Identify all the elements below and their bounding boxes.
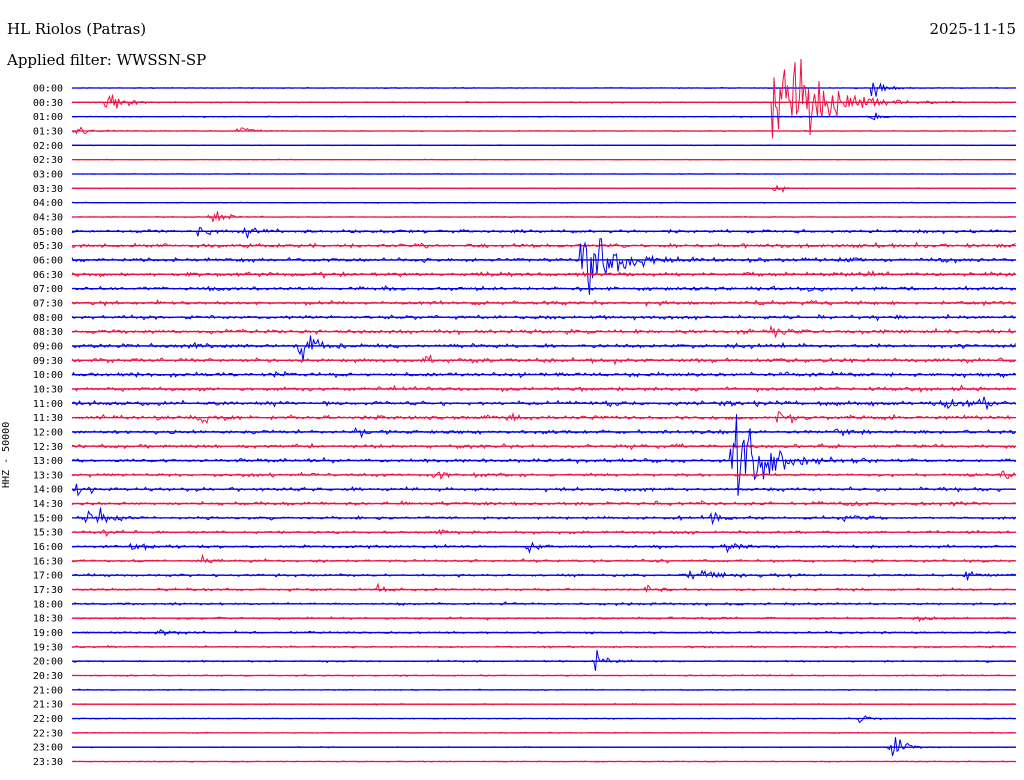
time-tick-label: 22:30 [33, 728, 63, 739]
time-tick-label: 15:30 [33, 528, 63, 539]
trace-line [71, 529, 1016, 537]
time-tick-label: 12:30 [33, 442, 63, 453]
trace-line [71, 414, 1016, 496]
time-tick-label: 00:00 [33, 84, 63, 95]
time-tick-label: 08:00 [33, 313, 63, 324]
time-tick-label: 17:30 [33, 585, 63, 596]
station-title: HL Riolos (Patras) [7, 20, 147, 38]
time-tick-label: 10:30 [33, 384, 63, 395]
time-tick-label: 11:30 [33, 413, 63, 424]
time-tick-label: 05:00 [33, 227, 63, 238]
time-tick-label: 17:00 [33, 571, 63, 582]
time-tick-label: 21:00 [33, 685, 63, 696]
time-tick-label: 15:00 [33, 513, 63, 524]
time-tick-label: 16:00 [33, 542, 63, 553]
trace-line [71, 715, 1016, 724]
trace-line [71, 507, 1016, 526]
time-tick-label: 00:30 [33, 98, 63, 109]
time-tick-label: 06:30 [33, 270, 63, 281]
time-tick-label: 08:30 [33, 327, 63, 338]
time-tick-label: 06:00 [33, 255, 63, 266]
time-tick-label: 11:00 [33, 399, 63, 410]
time-tick-label: 07:30 [33, 298, 63, 309]
time-tick-label: 02:00 [33, 141, 63, 152]
time-tick-label: 18:00 [33, 599, 63, 610]
trace-layer [71, 58, 1016, 763]
trace-line [71, 354, 1016, 366]
trace-line [71, 82, 1016, 97]
time-tick-label: 01:00 [33, 112, 63, 123]
time-tick-label: 12:00 [33, 427, 63, 438]
time-tick-label: 02:30 [33, 155, 63, 166]
time-tick-label: 14:30 [33, 499, 63, 510]
time-tick-label: 09:00 [33, 341, 63, 352]
filter-label: Applied filter: WWSSN-SP [7, 51, 207, 69]
time-tick-label: 10:00 [33, 370, 63, 381]
time-tick-label: 05:30 [33, 241, 63, 252]
trace-line [71, 226, 1016, 239]
time-tick-label: 20:00 [33, 657, 63, 668]
date-label: 2025-11-15 [929, 20, 1016, 38]
time-tick-label: 07:00 [33, 284, 63, 295]
time-tick-label: 04:00 [33, 198, 63, 209]
time-label-layer: 00:00 00:30 01:00 01:30 02:00 02:30 03:00 03:30… [33, 84, 63, 769]
time-tick-label: 03:30 [33, 184, 63, 195]
time-tick-label: 04:30 [33, 212, 63, 223]
time-tick-label: 16:30 [33, 556, 63, 567]
time-tick-label: 18:30 [33, 614, 63, 625]
time-tick-label: 23:30 [33, 757, 63, 768]
time-tick-label: 03:00 [33, 169, 63, 180]
time-tick-label: 19:30 [33, 642, 63, 653]
time-tick-label: 22:00 [33, 714, 63, 725]
trace-line [71, 541, 1016, 554]
trace-line [71, 335, 1016, 362]
time-tick-label: 19:00 [33, 628, 63, 639]
trace-line [71, 237, 1016, 295]
time-tick-label: 09:30 [33, 356, 63, 367]
time-tick-label: 21:30 [33, 700, 63, 711]
time-tick-label: 13:00 [33, 456, 63, 467]
time-tick-label: 13:30 [33, 470, 63, 481]
trace-line [71, 616, 1016, 623]
trace-line [71, 650, 1016, 671]
time-tick-label: 14:00 [33, 485, 63, 496]
trace-line [71, 58, 1016, 139]
time-tick-label: 01:30 [33, 126, 63, 137]
time-tick-label: 20:30 [33, 671, 63, 682]
trace-line [71, 582, 1016, 594]
trace-line [71, 426, 1016, 439]
trace-line [71, 553, 1016, 564]
time-tick-label: 23:00 [33, 743, 63, 754]
